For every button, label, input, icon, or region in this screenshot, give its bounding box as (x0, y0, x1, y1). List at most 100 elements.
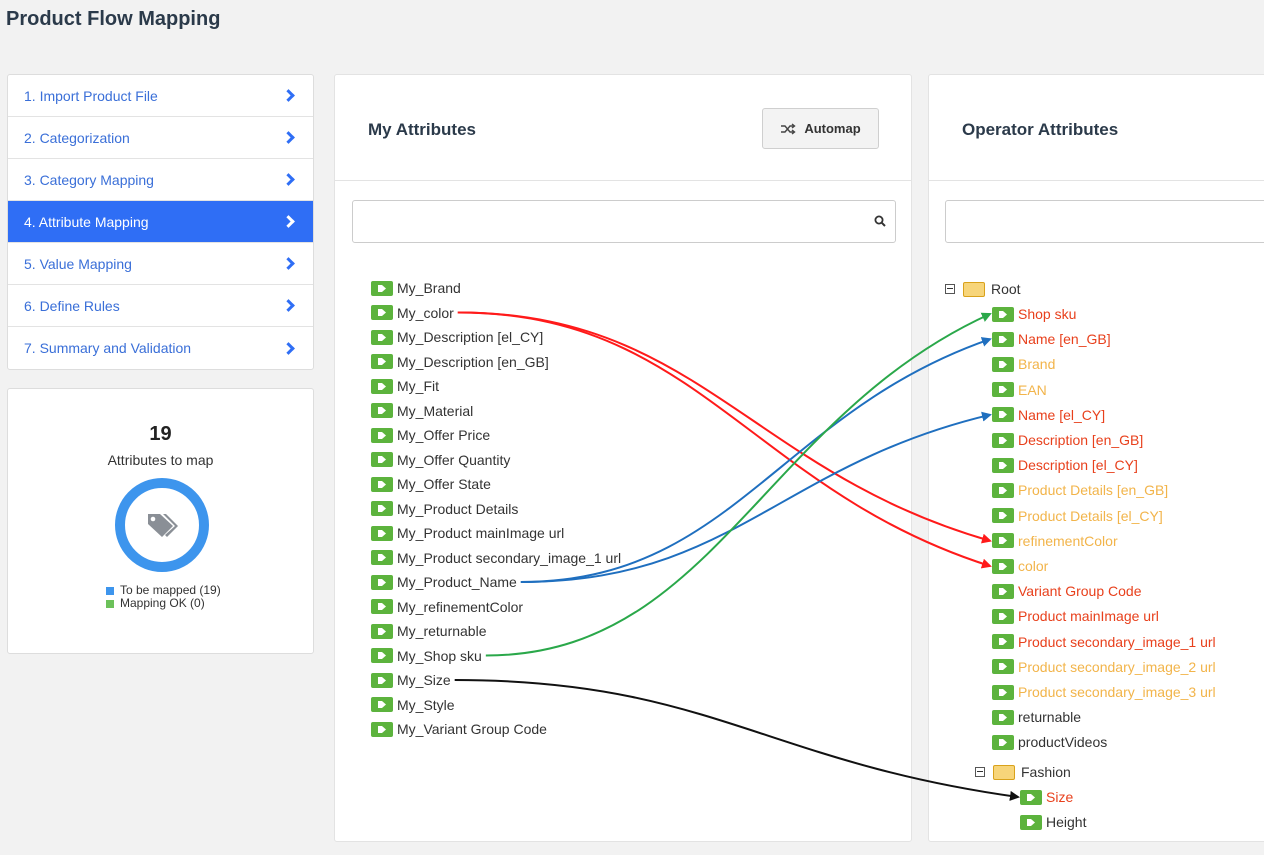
step-label: 4. Attribute Mapping (24, 213, 149, 230)
legend-mapping-ok: Mapping OK (0) (120, 596, 205, 610)
step-define-rules[interactable]: 6. Define Rules (8, 285, 313, 327)
shuffle-icon (781, 122, 796, 135)
tag-icon (992, 659, 1014, 675)
automap-button[interactable]: Automap (762, 108, 879, 149)
my-attribute-item[interactable]: My_Description [el_CY] (371, 328, 543, 346)
step-value-mapping[interactable]: 5. Value Mapping (8, 243, 313, 285)
my-attribute-item[interactable]: My_Description [en_GB] (371, 353, 549, 371)
operator-attribute-item[interactable]: productVideos (992, 733, 1107, 751)
my-attribute-item[interactable]: My_color (371, 304, 454, 322)
tag-icon (371, 329, 393, 345)
steps-nav: 1. Import Product File 2. Categorization… (7, 74, 314, 370)
operator-attribute-item[interactable]: Name [en_GB] (992, 330, 1111, 348)
folder-icon (993, 764, 1015, 780)
tag-icon (371, 452, 393, 467)
attribute-label: Shop sku (1018, 306, 1077, 322)
operator-attribute-item[interactable]: Product Details [en_GB] (992, 481, 1168, 499)
attribute-label: My_Material (397, 402, 474, 419)
my-attribute-item[interactable]: My_Product mainImage url (371, 524, 564, 542)
my-attribute-item[interactable]: My_Offer Price (371, 426, 490, 444)
my-attribute-item[interactable]: My_Offer State (371, 475, 491, 493)
attribute-label: Height (1046, 814, 1087, 830)
tag-icon (992, 684, 1014, 700)
step-label: 1. Import Product File (24, 87, 158, 104)
tag-icon (992, 583, 1014, 599)
chevron-right-icon (282, 215, 295, 228)
attribute-label: My_Offer Price (397, 427, 491, 443)
operator-attribute-item[interactable]: Description [en_GB] (992, 431, 1143, 449)
collapse-icon[interactable] (945, 284, 955, 294)
automap-label: Automap (804, 121, 861, 136)
tag-icon (371, 550, 393, 565)
operator-attribute-item[interactable]: color (992, 557, 1048, 575)
attribute-label: My_Brand (397, 280, 461, 296)
operator-attribute-item[interactable]: Description [el_CY] (992, 456, 1138, 474)
attribute-label: Brand (1018, 356, 1056, 373)
operator-attributes-title: Operator Attributes (962, 120, 1119, 139)
tag-icon (992, 306, 1014, 322)
my-attribute-item[interactable]: My_returnable (371, 622, 487, 640)
my-attributes-panel: My Attributes Automap My_Brand My_color My… (334, 74, 912, 842)
operator-attribute-item[interactable]: refinementColor (992, 532, 1118, 550)
step-category-mapping[interactable]: 3. Category Mapping (8, 159, 313, 201)
attribute-label: My_Fit (397, 378, 439, 394)
chevron-right-icon (282, 89, 295, 102)
attribute-label: color (1018, 558, 1049, 574)
tag-icon (371, 721, 393, 737)
tag-icon (371, 599, 393, 614)
tag-icon (371, 403, 393, 418)
operator-attribute-item[interactable]: Product secondary_image_2 url (992, 658, 1216, 676)
attribute-label: refinementColor (1018, 532, 1118, 549)
tag-icon (992, 508, 1014, 524)
my-attribute-item[interactable]: My_refinementColor (371, 598, 523, 616)
attribute-label: My_Description [el_CY] (397, 329, 544, 345)
chevron-right-icon (282, 299, 295, 312)
tag-icon (371, 427, 393, 443)
my-attribute-item[interactable]: My_Product Details (371, 500, 518, 518)
my-attribute-item[interactable]: My_Brand (371, 279, 461, 297)
step-attribute-mapping[interactable]: 4. Attribute Mapping (8, 201, 313, 243)
tag-icon (992, 356, 1014, 372)
my-attribute-item[interactable]: My_Offer Quantity (371, 451, 510, 469)
operator-attribute-item[interactable]: Product secondary_image_1 url (992, 633, 1216, 651)
step-import-product-file[interactable]: 1. Import Product File (8, 75, 313, 117)
operator-attribute-item[interactable]: Product Details [el_CY] (992, 507, 1163, 525)
legend-swatch (106, 586, 114, 595)
operator-attributes-search-input[interactable] (945, 200, 1264, 243)
attributes-stats-card: 19 Attributes to map To be mapped (19) M… (7, 388, 314, 654)
tag-icon (371, 648, 393, 663)
tag-icon (1020, 814, 1042, 830)
step-summary-validation[interactable]: 7. Summary and Validation (8, 327, 313, 369)
legend-swatch (106, 599, 114, 608)
operator-attribute-item[interactable]: Variant Group Code (992, 582, 1141, 600)
my-attribute-item[interactable]: My_Style (371, 696, 455, 714)
tree-root[interactable]: Root (945, 280, 1021, 298)
operator-attribute-item[interactable]: returnable (992, 708, 1081, 726)
operator-attribute-item[interactable]: Height (1020, 813, 1086, 831)
search-icon (874, 215, 886, 227)
my-attribute-item[interactable]: My_Variant Group Code (371, 720, 547, 738)
tree-root-label: Root (991, 281, 1021, 297)
my-attribute-item[interactable]: My_Product secondary_image_1 url (371, 549, 621, 567)
operator-attribute-item[interactable]: Product secondary_image_3 url (992, 683, 1216, 701)
tree-fashion[interactable]: Fashion (975, 763, 1071, 781)
tag-icon (371, 672, 393, 688)
attribute-label: My_Size (397, 672, 451, 688)
operator-attribute-item[interactable]: Shop sku (992, 305, 1076, 323)
step-categorization[interactable]: 2. Categorization (8, 117, 313, 159)
my-attribute-item[interactable]: My_Size (371, 671, 451, 689)
operator-attribute-item[interactable]: Name [el_CY] (992, 406, 1105, 424)
tags-icon (148, 514, 178, 537)
operator-attribute-item[interactable]: Size (1020, 788, 1073, 806)
my-attribute-item[interactable]: My_Material (371, 402, 473, 420)
operator-attribute-item[interactable]: Brand (992, 355, 1055, 373)
my-attribute-item[interactable]: My_Fit (371, 377, 439, 395)
my-attributes-search-input[interactable] (352, 200, 896, 243)
my-attribute-item[interactable]: My_Product_Name (371, 573, 517, 591)
collapse-icon[interactable] (975, 767, 985, 777)
operator-attribute-item[interactable]: EAN (992, 381, 1047, 399)
operator-attribute-item[interactable]: Product mainImage url (992, 607, 1159, 625)
my-attribute-item[interactable]: My_Shop sku (371, 647, 482, 665)
operator-attributes-header: Operator Attributes (929, 75, 1264, 181)
tag-icon (371, 354, 393, 369)
